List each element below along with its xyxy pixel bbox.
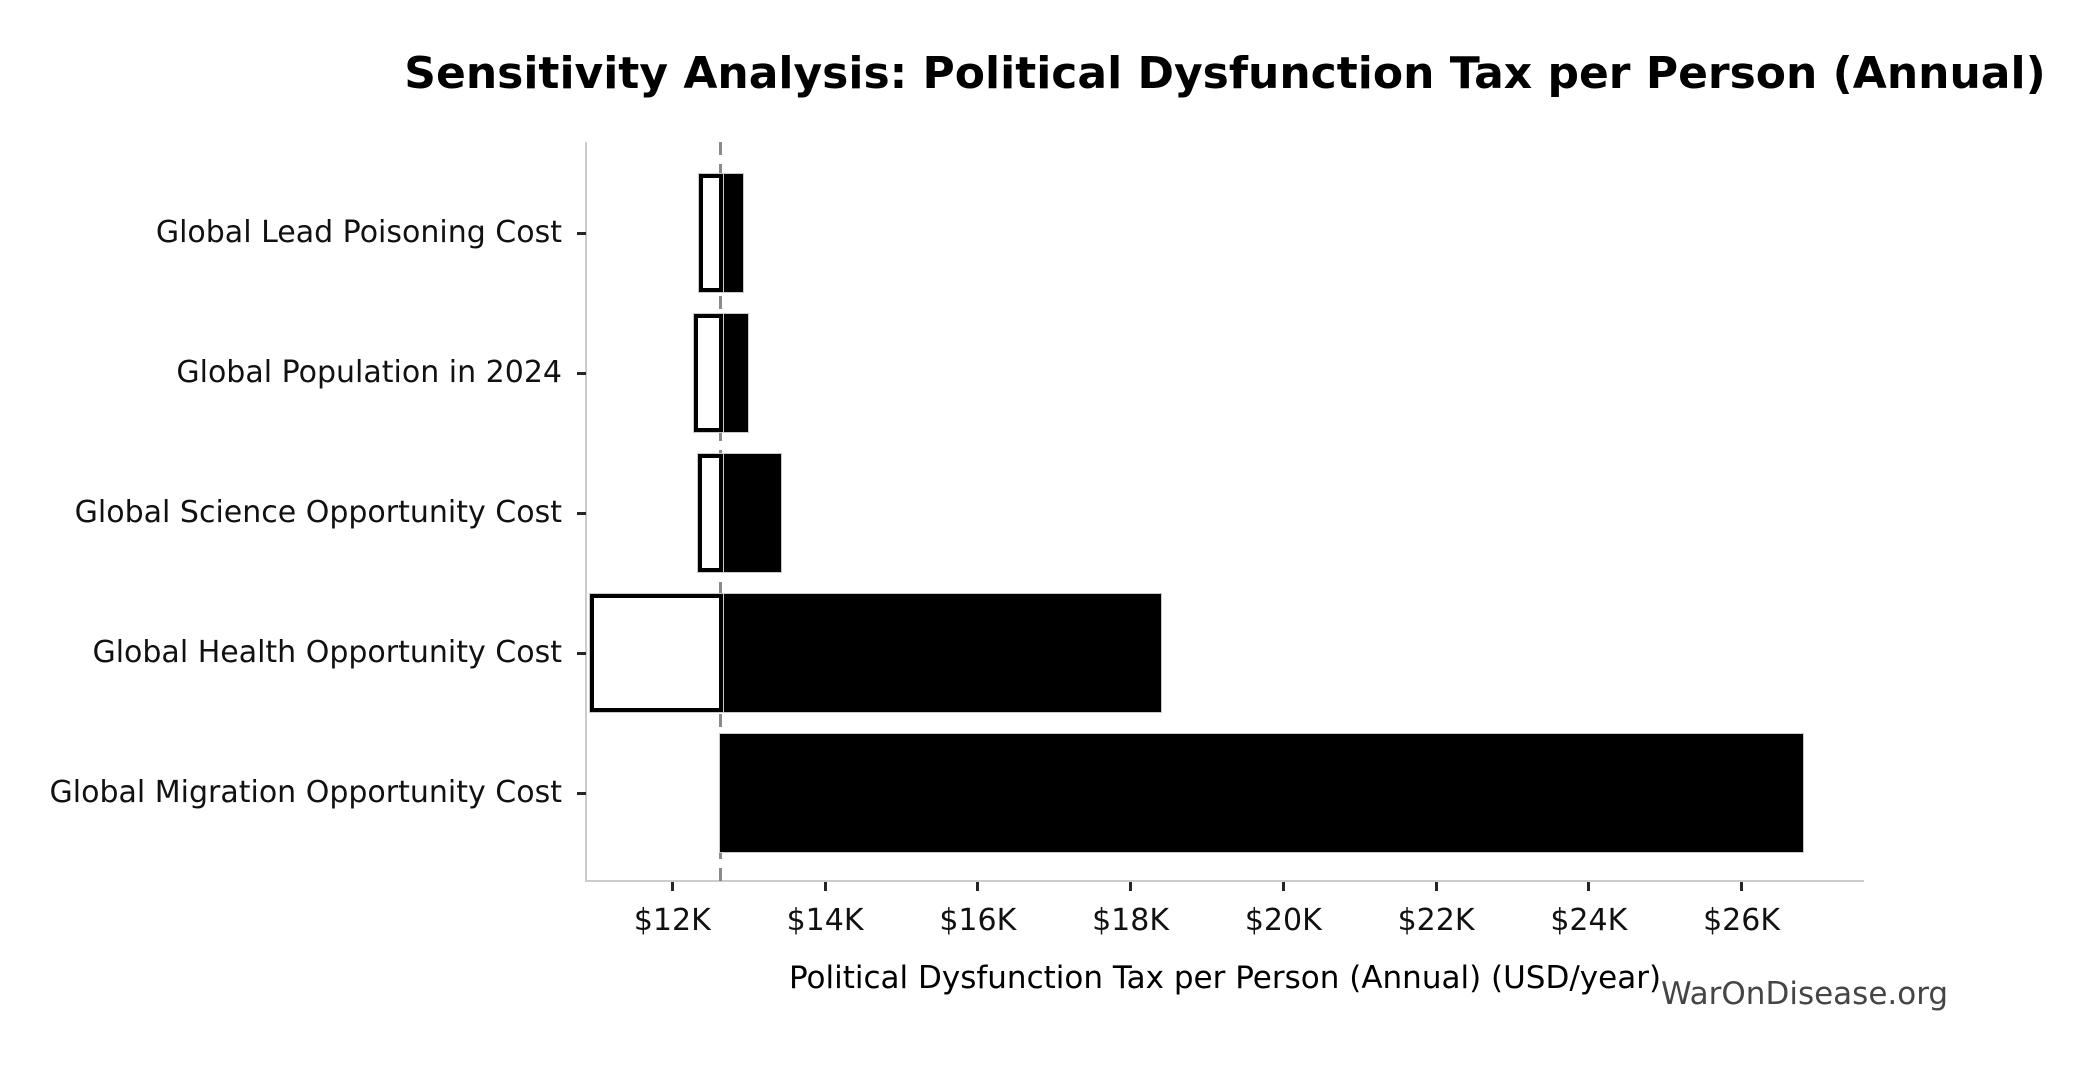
x-axis-tick [1587, 882, 1591, 891]
x-axis-tick [1740, 882, 1744, 891]
y-axis-label: Global Population in 2024 [176, 355, 562, 390]
x-axis-tick-label: $14K [786, 903, 864, 938]
x-axis-tick-label: $22K [1397, 903, 1475, 938]
bar-high-1 [720, 174, 743, 292]
bar-high-3 [720, 454, 781, 572]
x-axis-tick-label: $18K [1092, 903, 1170, 938]
x-axis-tick [823, 882, 827, 891]
x-axis-label: Political Dysfunction Tax per Person (An… [788, 960, 1662, 996]
x-axis-tick-label: $12K [633, 903, 711, 938]
y-axis-tick [577, 791, 586, 795]
x-axis-tick-label: $20K [1244, 903, 1322, 938]
x-axis-tick-label: $26K [1703, 903, 1781, 938]
bar-low-1 [699, 174, 724, 292]
y-axis-label: Global Health Opportunity Cost [92, 635, 562, 670]
x-axis-tick-label: $24K [1550, 903, 1628, 938]
y-axis-label: Global Science Opportunity Cost [74, 495, 562, 530]
plot-area [586, 142, 1863, 881]
y-axis-label: Global Lead Poisoning Cost [155, 215, 562, 250]
bar-low-2 [694, 314, 724, 432]
x-axis-tick [670, 882, 674, 891]
y-axis-label: Global Migration Opportunity Cost [49, 775, 562, 810]
bar-high-5 [720, 734, 1803, 852]
bar-low-4 [589, 594, 724, 712]
bar-high-4 [720, 594, 1162, 712]
y-axis-tick [577, 231, 586, 235]
x-axis-tick [1434, 882, 1438, 891]
x-axis-tick [1281, 882, 1285, 891]
bar-high-2 [720, 314, 748, 432]
x-axis-spine [585, 880, 1864, 882]
x-axis-tick [1129, 882, 1133, 891]
y-axis-tick [577, 371, 586, 375]
x-axis-tick [976, 882, 980, 891]
y-axis-spine [585, 142, 587, 882]
watermark: WarOnDisease.org [1661, 976, 1949, 1012]
y-axis-tick [577, 651, 586, 655]
bar-low-3 [698, 454, 724, 572]
x-axis-tick-label: $16K [939, 903, 1017, 938]
chart-title: Sensitivity Analysis: Political Dysfunct… [404, 48, 2046, 99]
y-axis-tick [577, 511, 586, 515]
